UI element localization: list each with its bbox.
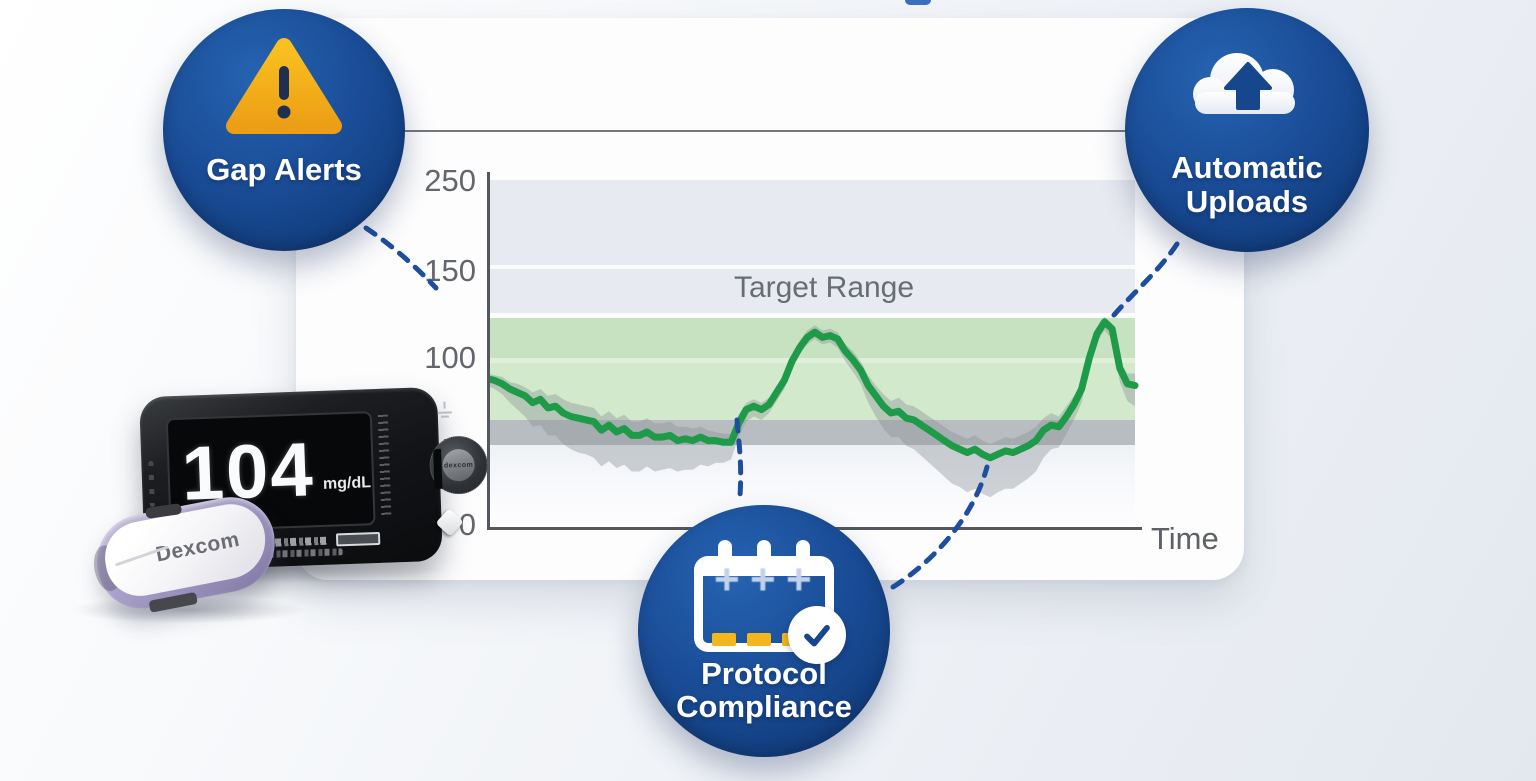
gridline-100 xyxy=(487,358,1135,363)
gap-alerts-badge: Gap Alerts xyxy=(163,9,405,251)
receiver-port xyxy=(433,448,443,490)
receiver-status-icon xyxy=(435,400,454,424)
receiver-side-grip xyxy=(148,460,155,507)
automatic-uploads-label-line2: Uploads xyxy=(1185,184,1309,219)
y-axis-tick-0: 0 xyxy=(458,507,476,542)
gap-alerts-label: Gap Alerts xyxy=(206,152,362,187)
sensor-top-surface: Dexcom xyxy=(98,498,272,602)
protocol-compliance-label-line1: Protocol xyxy=(701,656,827,691)
y-axis-tick-100: 100 xyxy=(424,340,476,375)
x-axis-label: Time xyxy=(1151,521,1219,556)
cropped-top-element xyxy=(905,0,931,5)
target-range-label: Target Range xyxy=(733,271,915,304)
automatic-uploads-badge: Automatic Uploads xyxy=(1125,8,1369,252)
card-top-rule xyxy=(298,130,1242,132)
calendar-body xyxy=(694,556,834,652)
warning-triangle-icon xyxy=(224,36,344,141)
calendar-highlight xyxy=(747,633,771,646)
glucose-chart xyxy=(487,172,1142,530)
automatic-uploads-label-line1: Automatic xyxy=(1171,150,1323,185)
protocol-compliance-label-line2: Compliance xyxy=(676,689,852,724)
glucose-units: mg/dL xyxy=(322,474,372,493)
upper-range-band xyxy=(487,180,1135,313)
screen-status-box xyxy=(335,531,381,547)
protocol-compliance-badge: + + + Protocol Compliance xyxy=(638,505,890,757)
dial-center-label: dexcom xyxy=(442,448,476,482)
screen-tick-strip xyxy=(377,414,392,519)
glucose-line xyxy=(487,318,1139,462)
gridline-150 xyxy=(487,265,1135,269)
checkmark-icon xyxy=(788,606,846,664)
y-axis-tick-150: 150 xyxy=(424,253,476,288)
calendar-highlight xyxy=(712,633,736,646)
y-axis-tick-250: 250 xyxy=(424,163,476,198)
calendar-check-icon: + + + xyxy=(694,540,846,664)
target-band-lower xyxy=(487,363,1135,420)
cloud-upload-icon xyxy=(1177,42,1317,131)
glucose-receiver-device: 104 mg/dL dexcom xyxy=(139,386,489,572)
